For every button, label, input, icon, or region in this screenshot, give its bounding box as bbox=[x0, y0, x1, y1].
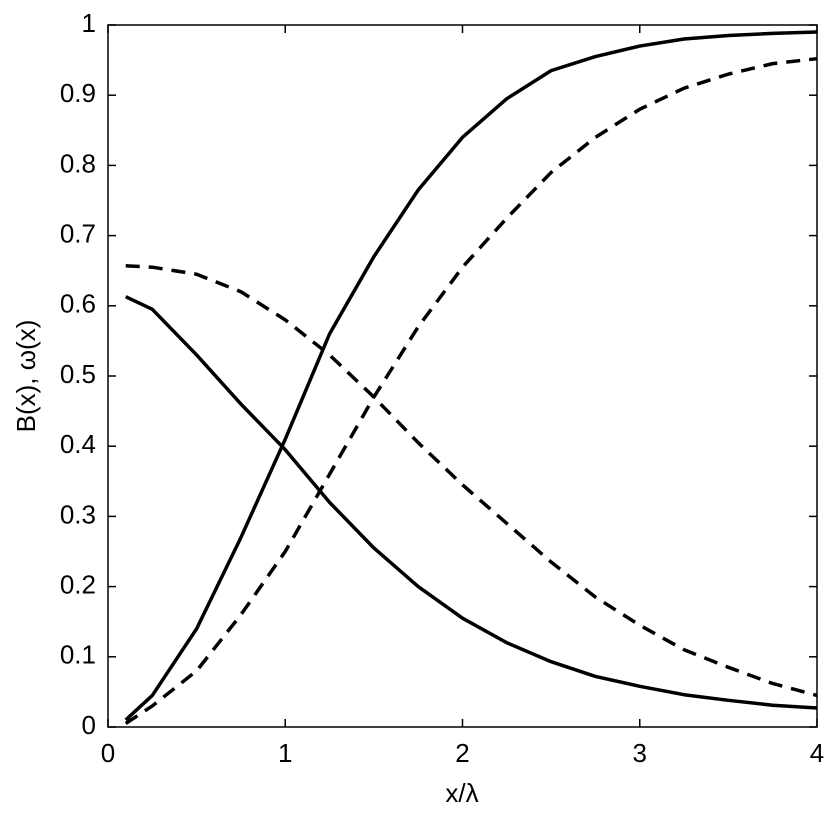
y-tick-label: 0.4 bbox=[60, 429, 96, 459]
y-tick-label: 0.1 bbox=[60, 640, 96, 670]
x-tick-label: 1 bbox=[278, 738, 292, 768]
x-tick-label: 3 bbox=[633, 738, 647, 768]
y-tick-label: 0.5 bbox=[60, 359, 96, 389]
data-line bbox=[124, 56, 818, 725]
y-tick-label: 0.3 bbox=[60, 499, 96, 529]
x-tick-label: 2 bbox=[455, 738, 469, 768]
y-tick-label: 0.2 bbox=[60, 569, 96, 599]
y-tick-label: 0.7 bbox=[60, 218, 96, 248]
y-tick-label: 0 bbox=[82, 710, 96, 740]
y-tick-label: 0.9 bbox=[60, 78, 96, 108]
y-tick-label: 0.6 bbox=[60, 289, 96, 319]
data-line bbox=[124, 30, 818, 722]
x-tick-label: 4 bbox=[810, 738, 824, 768]
x-tick-label: 0 bbox=[101, 738, 115, 768]
y-tick-label: 1 bbox=[82, 8, 96, 38]
y-axis-label: B(x), ω(x) bbox=[11, 320, 41, 433]
data-line bbox=[124, 295, 818, 710]
x-axis-label: x/λ bbox=[445, 778, 478, 808]
data-line bbox=[125, 264, 818, 698]
y-tick-label: 0.8 bbox=[60, 148, 96, 178]
